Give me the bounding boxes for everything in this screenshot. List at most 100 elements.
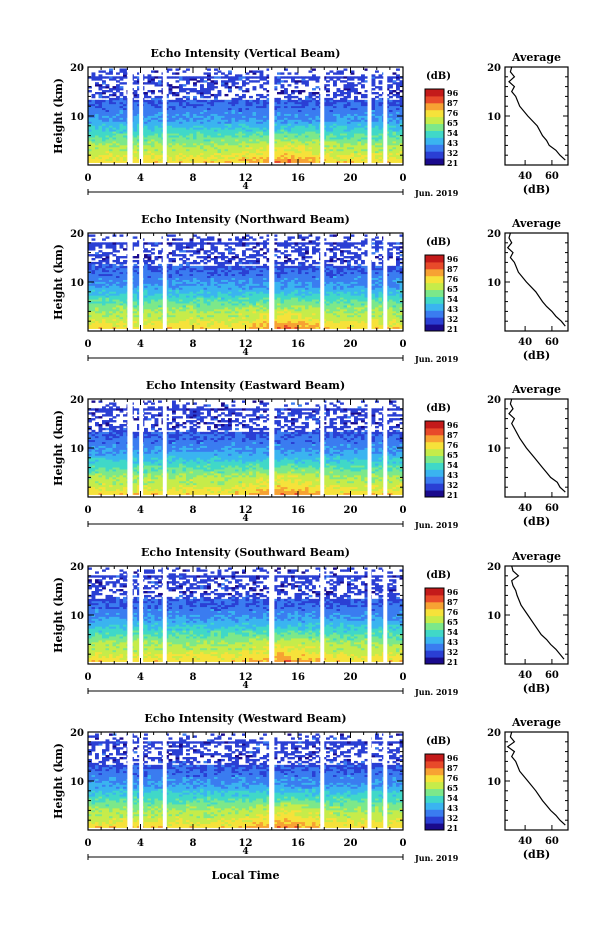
profile-y-tick-label: 20 [487,63,501,74]
heatmap-cell [389,84,393,86]
heatmap-cell [326,84,330,86]
heatmap-cell [197,262,201,264]
heatmap-cell [326,94,330,96]
heatmap-cell [204,96,208,98]
heatmap-cell [113,264,117,266]
heatmap-cell [260,94,264,96]
heatmap-cell [109,242,113,244]
heatmap-cell [316,76,320,78]
heatmap-cell [256,76,260,78]
heatmap-cell [235,86,239,88]
heatmap-cell [347,76,351,78]
heatmap-cell [333,72,337,74]
heatmap-cell [246,88,250,90]
heatmap-cell [211,100,215,102]
heatmap-cell [183,266,187,268]
colorbar-tick-label: 54 [447,128,459,138]
heatmap-cell [263,76,267,78]
heatmap-cell [288,76,292,78]
heatmap-cell [204,100,208,102]
profile-x-tick-label: 40 [518,171,532,182]
heatmap-cell [302,100,306,102]
heatmap-cell [186,92,190,94]
panel-title: Echo Intensity (Northward Beam) [141,213,350,226]
panel-1: Echo Intensity (Northward Beam)1020Heigh… [52,213,568,364]
heatmap-cell [151,242,155,244]
heatmap-cell [235,82,239,84]
heatmap-cell [232,76,236,78]
heatmap-cell [235,74,239,76]
heatmap-cell [102,238,106,240]
heatmap-cell [144,82,148,84]
heatmap-cell [298,98,302,100]
heatmap-cell [116,242,120,244]
heatmap-cell [312,88,316,90]
heatmap-cell [253,86,257,88]
colorbar-swatch [425,158,444,165]
heatmap-cell [221,76,225,78]
heatmap-cell [186,68,190,70]
heatmap-cell [361,100,365,102]
heatmap-cell [144,76,148,78]
heatmap-cell [396,100,400,102]
heatmap-cell [214,68,218,70]
heatmap-cell [312,92,316,94]
heatmap-cell [225,100,229,102]
heatmap-cell [256,98,260,100]
heatmap-cell [95,76,99,78]
heatmap-cell [155,82,159,84]
heatmap-cell [158,96,162,98]
heatmap-cell [113,242,117,244]
heatmap-cell [281,76,285,78]
heatmap-cell [221,80,225,82]
y-tick-label: 20 [70,63,84,74]
heatmap-cell [99,84,103,86]
heatmap-cell [200,238,204,240]
heatmap-cell [106,242,110,244]
heatmap-cell [120,82,124,84]
heatmap-cell [305,76,309,78]
heatmap-cell [197,256,201,258]
heatmap-cell [204,88,208,90]
heatmap-cell [375,96,379,98]
colorbar-swatch [425,110,444,117]
heatmap-cell [172,100,176,102]
heatmap-cell [102,80,106,82]
heatmap-cell [176,238,180,240]
heatmap-cell [99,74,103,76]
heatmap-cell [333,76,337,78]
heatmap-cell [214,94,218,96]
heatmap-cell [95,252,99,254]
heatmap-cell [183,88,187,90]
heatmap-cell [239,96,243,98]
heatmap-cell [151,252,155,254]
heatmap-cell [190,250,194,252]
heatmap-cell [123,256,127,258]
heatmap-cell [144,92,148,94]
heatmap-cell [183,242,187,244]
heatmap-cell [333,92,337,94]
heatmap-cell [375,76,379,78]
heatmap-cell [158,80,162,82]
heatmap-cell [123,96,127,98]
heatmap-cell [176,242,180,244]
heatmap-cell [263,100,267,102]
heatmap-cell [120,92,124,94]
heatmap-cell [312,74,316,76]
heatmap-cell [172,72,176,74]
heatmap-cell [281,84,285,86]
heatmap-cell [344,80,348,82]
heatmap-cell [172,92,176,94]
heatmap-cell [102,252,106,254]
colorbar-swatch [425,137,444,144]
heatmap-cell [148,254,152,256]
heatmap-cell [204,72,208,74]
heatmap-cell [375,100,379,102]
heatmap-cell [148,96,152,98]
panel-0: Echo Intensity (Vertical Beam)1020Height… [52,47,568,198]
heatmap-cell [151,76,155,78]
profile-title: Average [511,51,561,64]
heatmap-cell [176,254,180,256]
heatmap-cell [102,96,106,98]
heatmap-cell [158,242,162,244]
